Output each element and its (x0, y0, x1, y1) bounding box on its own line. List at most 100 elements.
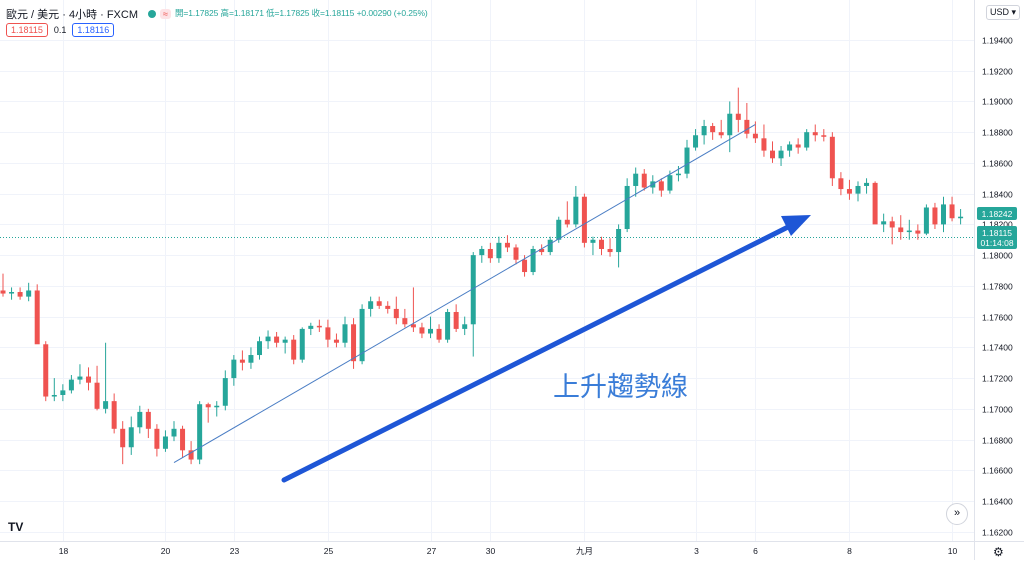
candle (795, 138, 801, 154)
symbol-header[interactable]: 歐元 / 美元 · 4小時 · FXCM ≈ (6, 6, 171, 22)
candle-body (624, 185, 630, 230)
candle (299, 327, 305, 363)
candle (479, 245, 485, 263)
candle (607, 238, 613, 257)
time-tick-label: 23 (230, 546, 240, 556)
candle (222, 370, 228, 411)
time-tick-label: 6 (753, 546, 758, 556)
candle (539, 244, 545, 256)
market-open-indicator (148, 10, 156, 18)
candle-body (667, 175, 673, 191)
candle-body (684, 147, 690, 174)
candle-body (77, 376, 83, 380)
candle-body (710, 126, 716, 133)
candle (906, 219, 912, 240)
candle-body (470, 255, 476, 325)
price-tick-label: 1.19000 (982, 97, 1013, 107)
candle (487, 242, 493, 263)
bid-button[interactable]: 1.18115 (6, 23, 48, 37)
candle (881, 213, 887, 233)
candle-body (915, 230, 921, 234)
candle (68, 375, 74, 394)
time-axis[interactable]: 18 20 23 25 27 30 九月 3 6 8 10 (59, 546, 958, 556)
ask-button[interactable]: 1.18116 (72, 23, 115, 37)
candle (325, 319, 331, 348)
candle (821, 129, 827, 142)
candle-body (607, 248, 613, 253)
candle (941, 196, 946, 233)
trendline[interactable] (173, 124, 756, 464)
candle-body (385, 305, 391, 309)
candle-body (68, 379, 74, 391)
candle-body (949, 204, 955, 219)
candle-body (530, 248, 536, 273)
candle-body (479, 248, 485, 256)
candle-body (889, 221, 895, 228)
candle-body (274, 336, 280, 343)
candle-body (855, 185, 861, 194)
price-axis[interactable]: 1.19400 1.19200 1.19000 1.18800 1.18600 1.184… (982, 36, 1013, 538)
candle (581, 193, 587, 248)
candle (915, 224, 921, 240)
data-delay-badge[interactable]: ≈ (160, 9, 171, 19)
arrow (281, 215, 811, 483)
candle (701, 119, 707, 145)
candle (445, 308, 451, 343)
candle (470, 252, 476, 357)
candle (197, 401, 203, 465)
svg-text:01:14:08: 01:14:08 (980, 238, 1013, 248)
candle (410, 287, 416, 332)
candle-body (436, 328, 442, 340)
price-tick-label: 1.17200 (982, 374, 1013, 384)
candle (171, 421, 177, 442)
candle-body (368, 301, 374, 309)
currency-selector[interactable]: USD ▾ (986, 5, 1021, 20)
svg-text:1.18115: 1.18115 (982, 228, 1012, 238)
candle-body (735, 113, 741, 120)
spread-value: 0.1 (53, 25, 67, 35)
candle (402, 308, 408, 328)
candle-body (86, 376, 91, 383)
candle (838, 172, 844, 196)
candle (419, 322, 425, 339)
candle-body (197, 404, 203, 460)
candle (428, 316, 433, 339)
candle-body (633, 173, 639, 186)
candle (393, 296, 399, 325)
symbol-title[interactable]: 歐元 / 美元 · 4小時 · FXCM (6, 9, 138, 21)
price-tick-label: 1.17400 (982, 343, 1013, 353)
time-tick-label: 20 (161, 546, 171, 556)
candle-body (17, 292, 23, 297)
candle (864, 178, 870, 194)
candle-body (410, 324, 416, 328)
candle-body (351, 324, 357, 362)
chevron-down-icon: ▾ (1011, 7, 1017, 17)
scroll-to-realtime-icon[interactable]: » (946, 503, 968, 525)
candle (51, 378, 57, 402)
candle (778, 146, 784, 166)
candle (385, 301, 391, 314)
annotation-text: 上升趨勢線 (553, 372, 688, 403)
candle-body (744, 119, 750, 134)
candle (77, 364, 83, 385)
candle (693, 129, 699, 151)
candle (855, 181, 861, 202)
candle-body (590, 239, 596, 243)
candle-body (51, 394, 57, 397)
candle-body (487, 248, 493, 259)
candle-body (872, 182, 878, 225)
candle-body (453, 311, 459, 329)
candle (316, 319, 322, 332)
candle-body (342, 324, 348, 343)
candle (214, 401, 220, 417)
tradingview-logo[interactable]: TV (8, 520, 24, 534)
gear-icon[interactable]: ⚙ (993, 545, 1004, 559)
candle (804, 129, 810, 151)
svg-text:1.18242: 1.18242 (982, 209, 1013, 219)
candle-body (180, 428, 186, 451)
candle-body (137, 411, 143, 428)
quote-row: 1.18115 0.1 1.18116 (6, 23, 115, 37)
candle (735, 87, 741, 133)
